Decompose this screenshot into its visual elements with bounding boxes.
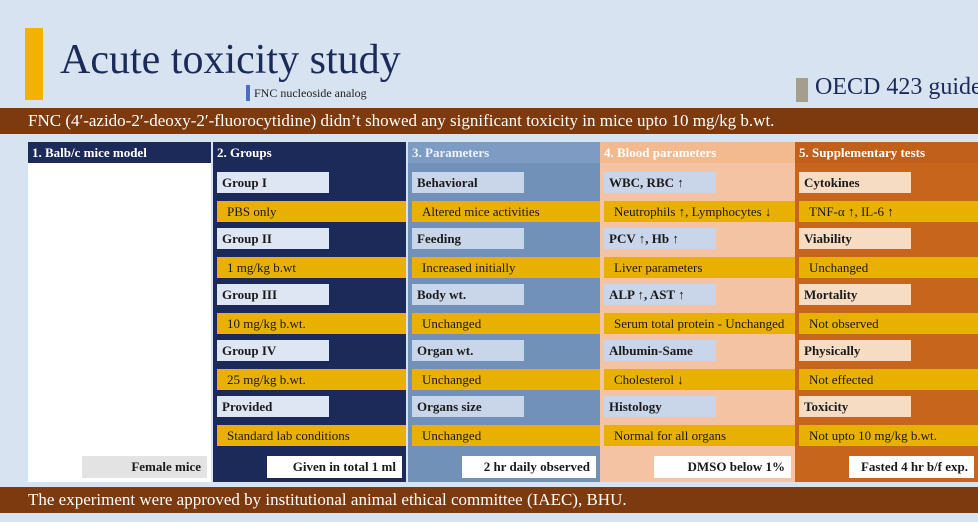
item-label: ALP ↑, AST ↑ xyxy=(604,284,716,305)
item-label: WBC, RBC ↑ xyxy=(604,172,716,193)
item-value: Unchanged xyxy=(412,313,600,334)
item-value: Unchanged xyxy=(799,257,978,278)
item-value: Standard lab conditions xyxy=(217,425,406,446)
column-footer: Given in total 1 ml xyxy=(267,456,402,478)
column-footer: Female mice xyxy=(82,456,207,478)
column-heading: 3. Parameters xyxy=(408,142,600,163)
item-label: Body wt. xyxy=(412,284,524,305)
item-value: Increased initially xyxy=(412,257,600,278)
column-footer: 2 hr daily observed xyxy=(462,456,596,478)
column-heading: 4. Blood parameters xyxy=(600,142,795,163)
item-value: Altered mice activities xyxy=(412,201,600,222)
item-value: TNF-α ↑, IL-6 ↑ xyxy=(799,201,978,222)
item-label: Mortality xyxy=(799,284,911,305)
item-value: Not upto 10 mg/kg b.wt. xyxy=(799,425,978,446)
item-label: Albumin-Same xyxy=(604,340,716,361)
item-value: PBS only xyxy=(217,201,406,222)
item-label: Histology xyxy=(604,396,716,417)
subtitle: FNC nucleoside analog xyxy=(254,86,367,101)
item-label: Physically xyxy=(799,340,911,361)
item-label: Feeding xyxy=(412,228,524,249)
item-value: Not effected xyxy=(799,369,978,390)
item-label: Organ wt. xyxy=(412,340,524,361)
item-value: Liver parameters xyxy=(604,257,795,278)
accent-bar xyxy=(25,28,43,100)
footer: The experiment were approved by institut… xyxy=(0,487,978,513)
item-value: 10 mg/kg b.wt. xyxy=(217,313,406,334)
item-value: Unchanged xyxy=(412,425,600,446)
item-label: Group IV xyxy=(217,340,329,361)
item-label: Behavioral xyxy=(412,172,524,193)
item-value: 25 mg/kg b.wt. xyxy=(217,369,406,390)
column-heading: 5. Supplementary tests xyxy=(795,142,978,163)
column xyxy=(28,142,211,482)
banner: FNC (4′-azido-2′-deoxy-2′-fluorocytidine… xyxy=(0,108,978,134)
item-value: Unchanged xyxy=(412,369,600,390)
item-label: Group III xyxy=(217,284,329,305)
item-value: Normal for all organs xyxy=(604,425,795,446)
item-label: Cytokines xyxy=(799,172,911,193)
item-value: Not observed xyxy=(799,313,978,334)
column-heading: 2. Groups xyxy=(213,142,406,163)
title: Acute toxicity study xyxy=(60,36,401,84)
infographic: Acute toxicity study FNC nucleoside anal… xyxy=(0,0,978,522)
guideline-bar xyxy=(796,78,808,102)
item-label: Toxicity xyxy=(799,396,911,417)
item-label: Provided xyxy=(217,396,329,417)
item-label: Group II xyxy=(217,228,329,249)
guideline: OECD 423 guidelines xyxy=(815,74,978,101)
item-value: Neutrophils ↑, Lymphocytes ↓ xyxy=(604,201,795,222)
column-footer: DMSO below 1% xyxy=(654,456,791,478)
item-label: Organs size xyxy=(412,396,524,417)
item-value: Cholesterol ↓ xyxy=(604,369,795,390)
column-heading: 1. Balb/c mice model xyxy=(28,142,211,163)
item-label: Viability xyxy=(799,228,911,249)
item-label: Group I xyxy=(217,172,329,193)
item-label: PCV ↑, Hb ↑ xyxy=(604,228,716,249)
item-value: 1 mg/kg b.wt xyxy=(217,257,406,278)
column-footer: Fasted 4 hr b/f exp. xyxy=(849,456,974,478)
item-value: Serum total protein - Unchanged xyxy=(604,313,795,334)
subtitle-bar xyxy=(246,85,250,101)
